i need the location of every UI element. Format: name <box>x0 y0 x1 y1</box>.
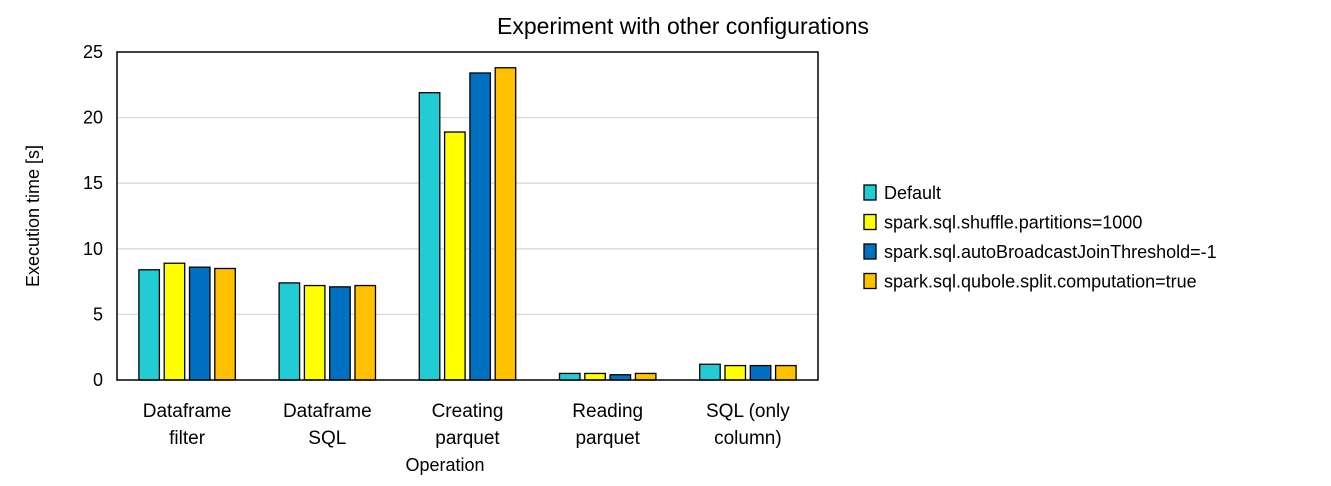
bars <box>138 67 797 381</box>
bar <box>558 372 581 381</box>
bar <box>699 363 721 381</box>
x-category-label: SQL (only <box>706 401 790 422</box>
y-tick-label: 10 <box>83 239 103 259</box>
legend-swatch <box>863 272 877 290</box>
bar <box>303 284 326 381</box>
y-tick-label: 20 <box>83 108 103 128</box>
axes <box>116 51 819 381</box>
bar <box>329 286 351 381</box>
chart-title: Experiment with other configurations <box>497 13 869 39</box>
x-category-label: parquet <box>575 428 640 449</box>
x-category-label: Dataframe <box>283 401 372 422</box>
x-category-label: SQL <box>308 428 346 449</box>
legend-swatch <box>863 243 877 260</box>
bar <box>634 372 657 381</box>
legend-swatch <box>863 213 877 231</box>
bar <box>469 72 492 381</box>
legend: Default spark.sql.shuffle.partitions=1000… <box>863 183 1217 292</box>
legend-label: spark.sql.autoBroadcastJoinThreshold=-1 <box>884 242 1217 262</box>
bar <box>354 284 377 381</box>
gridlines <box>117 116 818 316</box>
bar <box>609 374 632 381</box>
plot-frame <box>116 51 819 381</box>
y-tick-labels: 0 5 10 15 20 25 <box>83 42 103 390</box>
bar <box>214 267 236 381</box>
y-tick-label: 25 <box>83 42 103 62</box>
bar <box>443 131 466 381</box>
legend-label: Default <box>884 183 941 203</box>
y-tick-label: 5 <box>93 304 103 324</box>
bar <box>584 372 606 381</box>
bar <box>749 364 772 381</box>
x-category-label: filter <box>169 428 206 449</box>
x-category-labels: Dataframe filter Dataframe SQL Creating parqu… <box>143 401 791 449</box>
legend-swatch <box>863 184 877 201</box>
bar <box>774 364 797 381</box>
y-tick-label: 15 <box>83 173 103 193</box>
x-category-label: column) <box>714 428 782 449</box>
bar <box>418 92 441 381</box>
legend-label: spark.sql.shuffle.partitions=1000 <box>884 213 1142 233</box>
bar <box>494 67 517 381</box>
bar <box>163 262 186 381</box>
y-tick-label: 0 <box>93 370 103 390</box>
bar <box>278 282 301 381</box>
bar <box>188 266 211 381</box>
bar <box>138 269 161 381</box>
x-axis-label: Operation <box>405 455 484 475</box>
bar <box>724 364 747 381</box>
x-category-label: Reading <box>572 401 643 422</box>
y-axis-label: Execution time [s] <box>23 145 43 287</box>
x-category-label: parquet <box>435 428 500 449</box>
x-category-label: Dataframe <box>143 401 232 422</box>
x-category-label: Creating <box>432 401 504 422</box>
legend-label: spark.sql.qubole.split.computation=true <box>884 272 1197 292</box>
